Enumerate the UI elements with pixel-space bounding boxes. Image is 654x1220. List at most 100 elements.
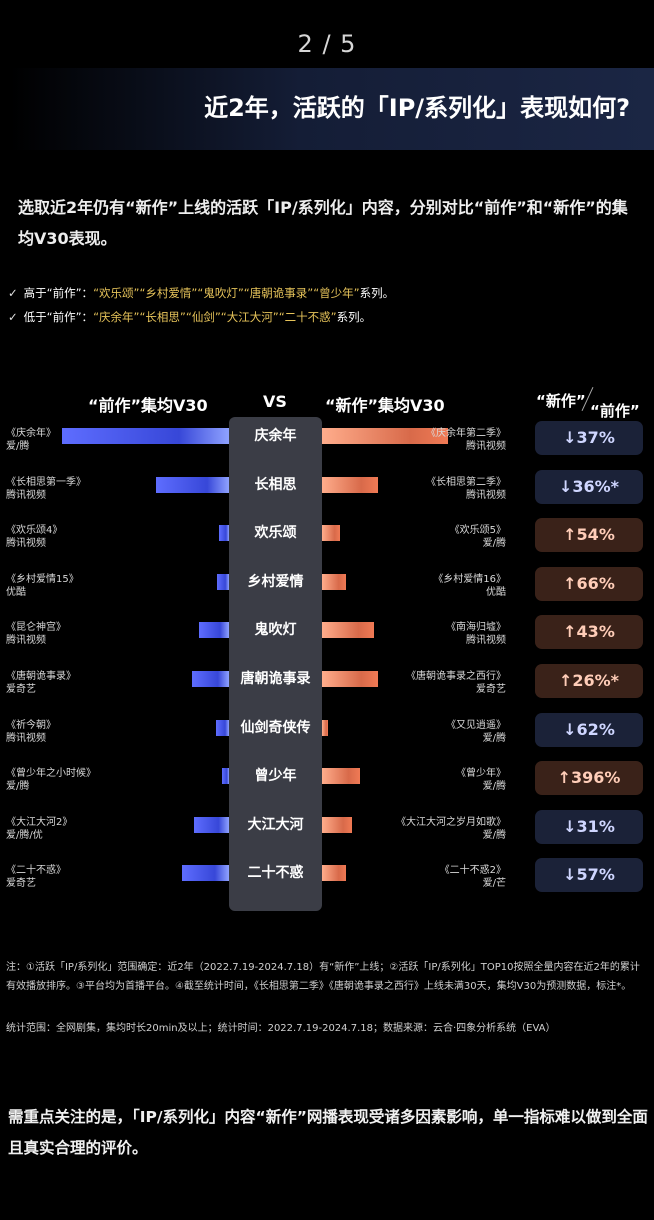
category-label: 二十不惑 — [247, 865, 304, 882]
header-ratio-bottom: “前作” — [590, 402, 640, 420]
ratio-badge: ↑26%* — [535, 664, 643, 698]
bullet-items: “欢乐颂”“乡村爱情”“鬼吹灯”“唐朝诡事录”“曾少年” — [93, 286, 360, 300]
ratio-badge: ↑54% — [535, 518, 643, 553]
prev-platform: 腾讯视频 — [6, 489, 46, 501]
new-bar — [322, 816, 352, 833]
prev-bar — [192, 671, 229, 687]
ratio-badge: ↓36%* — [535, 469, 643, 504]
prev-platform: 腾讯视频 — [6, 732, 46, 744]
new-title: 《唐朝诡事录之西行》 — [406, 671, 506, 682]
prev-title-label: 《大江大河2》 爱/腾/优 — [6, 816, 72, 842]
prev-title-label: 《乡村爱情15》 优酷 — [6, 573, 79, 599]
prev-title: 《昆仑神宫》 — [6, 622, 66, 634]
bullet-higher: ✓ 高于“前作”：“欢乐颂”“乡村爱情”“鬼吹灯”“唐朝诡事录”“曾少年”系列。 — [8, 285, 394, 301]
new-title-label: 《唐朝诡事录之西行》爱奇艺 — [406, 670, 506, 696]
category-label: 唐朝诡事录 — [240, 671, 311, 687]
ratio-badge: ↑396% — [535, 761, 643, 796]
ratio-badge: ↓57% — [535, 858, 643, 893]
chart-row: 《曾少年之小时候》 爱/腾 曾少年 《曾少年》 爱/腾 ↑396% — [0, 755, 654, 803]
ratio-badge: ↓31% — [535, 809, 643, 844]
prev-platform: 优酷 — [6, 586, 26, 598]
header-new: “新作”集均V30 — [325, 396, 445, 415]
new-title-label: 《庆余年第二季》 腾讯视频 — [426, 427, 506, 453]
new-title-label: 《南海归墟》 腾讯视频 — [446, 621, 506, 647]
prev-title: 《祈今朝》 — [6, 719, 56, 731]
chart-row: 《长相思第一季》 腾讯视频 长相思 《长相思第二季》 腾讯视频 ↓36%* — [0, 464, 654, 512]
category-label: 大江大河 — [247, 816, 304, 833]
bullet-lower: ✓ 低于“前作”：“庆余年”“长相思”“仙剑”“大江大河”“二十不惑”系列。 — [8, 309, 371, 325]
prev-platform: 爱奇艺 — [6, 878, 36, 890]
prev-platform: 爱/腾 — [6, 781, 30, 793]
bullet-prefix: 高于“前作”： — [23, 286, 94, 300]
header-prev: “前作”集均V30 — [88, 396, 208, 415]
footnote: 注：①活跃「IP/系列化」范围确定：近2年（2022.7.19-2024.7.1… — [6, 962, 640, 992]
new-platform: 爱/腾 — [482, 732, 506, 744]
check-icon: ✓ — [8, 310, 18, 324]
new-bar — [322, 428, 448, 444]
prev-platform: 腾讯视频 — [6, 635, 46, 647]
prev-title: 《庆余年》 — [6, 428, 56, 439]
title-band — [10, 68, 654, 150]
new-platform: 爱/腾 — [482, 781, 506, 793]
category-label: 庆余年 — [254, 428, 297, 444]
new-title: 《曾少年》 — [456, 768, 506, 780]
category-column — [229, 417, 322, 911]
prev-title-label: 《曾少年之小时候》 爱/腾 — [6, 767, 96, 793]
category-label: 乡村爱情 — [247, 573, 304, 590]
prev-bar — [222, 768, 229, 785]
new-platform: 优酷 — [486, 586, 506, 598]
chart-row: 《祈今朝》 腾讯视频 仙剑奇侠传 《又见逍遥》 爱/腾 ↓62% — [0, 707, 654, 755]
prev-title: 《欢乐颂4》 — [6, 525, 63, 537]
header-vs: VS — [263, 392, 287, 411]
new-title-label: 《大江大河之岁月如歌》 爱/腾 — [396, 816, 506, 842]
category-label: 曾少年 — [254, 768, 297, 785]
chart-row: 《庆余年》 爱/腾 庆余年 《庆余年第二季》 腾讯视频 ↓37% — [0, 415, 654, 463]
prev-title-label: 《唐朝诡事录》 爱奇艺 — [6, 670, 76, 696]
prev-platform: 腾讯视频 — [6, 538, 46, 550]
prev-bar — [193, 816, 229, 833]
new-bar — [322, 768, 360, 785]
bullet-items: “庆余年”“长相思”“仙剑”“大江大河”“二十不惑” — [93, 310, 337, 324]
prev-title-label: 《欢乐颂4》 腾讯视频 — [6, 524, 62, 550]
prev-title: 《长相思第一季》 — [6, 476, 86, 488]
new-title: 《庆余年第二季》 — [426, 428, 506, 439]
new-platform: 爱/腾 — [482, 829, 506, 841]
new-platform: 腾讯视频 — [466, 489, 506, 501]
new-bar — [322, 573, 346, 590]
prev-bar — [215, 719, 229, 736]
new-bar — [322, 865, 346, 882]
prev-title-label: 《昆仑神宫》 腾讯视频 — [6, 621, 66, 647]
intro-text: 选取近2年仍有“新作”上线的活跃「IP/系列化」内容，分别对比“前作”和“新作”… — [18, 198, 628, 248]
bullet-suffix: 系列。 — [359, 286, 395, 300]
prev-title: 《大江大河2》 — [6, 816, 73, 828]
new-title-label: 《又见逍遥》 爱/腾 — [446, 719, 506, 745]
chart-row: 《唐朝诡事录》 爱奇艺 唐朝诡事录 《唐朝诡事录之西行》爱奇艺 ↑26%* — [0, 658, 654, 706]
prev-title: 《乡村爱情15》 — [6, 573, 79, 585]
ratio-badge: ↓37% — [535, 421, 643, 455]
new-title: 《南海归墟》 — [446, 622, 506, 634]
ratio-badge: ↓62% — [535, 712, 643, 747]
new-platform: 爱奇艺 — [476, 684, 506, 695]
prev-title-label: 《二十不惑》 爱奇艺 — [6, 864, 66, 890]
new-title-label: 《乡村爱情16》 优酷 — [433, 573, 506, 599]
new-title: 《欢乐颂5》 — [449, 525, 506, 537]
chart-row: 《大江大河2》 爱/腾/优 大江大河 《大江大河之岁月如歌》 爱/腾 ↓31% — [0, 804, 654, 852]
prev-bar — [62, 428, 229, 444]
page-title: 近2年，活跃的「IP/系列化」表现如何? — [204, 94, 630, 122]
new-platform: 爱/芒 — [482, 878, 506, 890]
prev-platform: 爱奇艺 — [6, 684, 36, 695]
prev-bar — [182, 865, 229, 882]
category-label: 仙剑奇侠传 — [240, 719, 311, 736]
prev-title-label: 《祈今朝》 腾讯视频 — [6, 719, 56, 745]
new-title: 《长相思第二季》 — [426, 476, 506, 488]
chart-row: 《欢乐颂4》 腾讯视频 欢乐颂 《欢乐颂5》 爱/腾 ↑54% — [0, 512, 654, 560]
new-bar — [322, 476, 378, 493]
prev-platform: 爱/腾/优 — [6, 829, 43, 841]
prev-title-label: 《庆余年》 爱/腾 — [6, 427, 56, 453]
new-platform: 腾讯视频 — [466, 635, 506, 647]
new-bar — [322, 719, 328, 736]
category-label: 欢乐颂 — [254, 525, 297, 542]
prev-title: 《曾少年之小时候》 — [6, 768, 96, 780]
ratio-badge: ↑66% — [535, 566, 643, 601]
prev-bar — [217, 573, 229, 590]
